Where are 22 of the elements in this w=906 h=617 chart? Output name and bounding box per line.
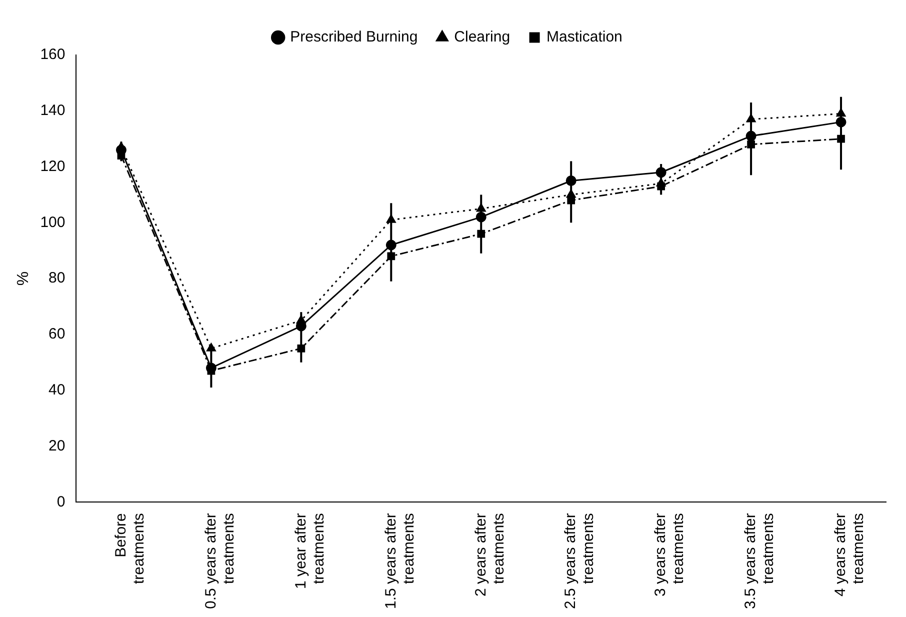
y-tick-label: 160 [40, 46, 66, 64]
y-tick-label: 20 [48, 437, 66, 454]
x-tick-label: 2.5 years after treatments [562, 513, 598, 610]
legend-label: Mastication [546, 28, 622, 46]
x-tick-label: 4 years after treatments [832, 513, 868, 596]
y-tick-label: 60 [48, 326, 66, 343]
x-tick-label: Before treatments [112, 513, 148, 584]
x-tick-label: 1.5 years after treatments [382, 513, 418, 610]
x-tick-label: 2 years after treatments [472, 513, 508, 596]
x-tick-label: 1 year after treatments [292, 513, 328, 589]
legend-label: Prescribed Burning [290, 28, 418, 46]
y-tick-label: 100 [40, 214, 66, 231]
x-tick-label: 0.5 years after treatments [202, 513, 238, 610]
x-tick-label: 3.5 years after treatments [742, 513, 778, 610]
y-tick-label: 40 [48, 381, 66, 398]
y-tick-label: 120 [40, 158, 66, 175]
x-tick-label: 3 years after treatments [652, 513, 688, 596]
y-tick-label: 140 [40, 102, 66, 120]
y-tick-label: 0 [56, 493, 66, 510]
y-axis-title: % [15, 271, 32, 286]
legend-label: Clearing [454, 28, 510, 46]
y-tick-label: 80 [48, 270, 66, 287]
